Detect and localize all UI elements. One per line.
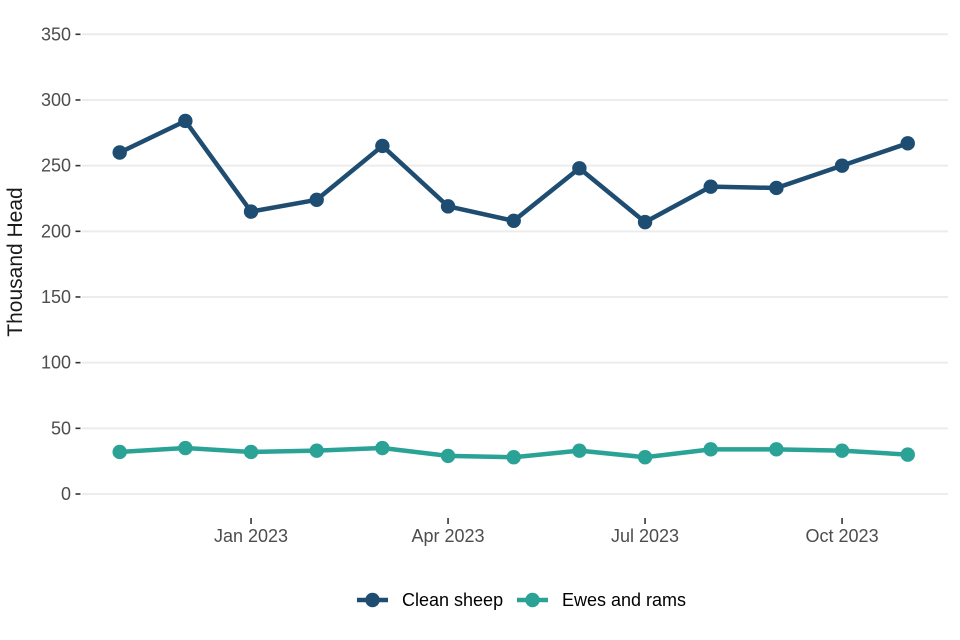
ewes-and-rams-point [112,444,127,460]
x-tick-label: Oct 2023 [806,526,879,546]
ewes-and-rams-point [506,450,521,465]
ewes-and-rams-point [703,442,718,457]
ewes-and-rams-point [637,450,653,465]
clean-sheep-point [703,179,718,194]
legend-item-ewes-and-rams: Ewes and rams [517,590,686,610]
clean-sheep-point [572,161,587,176]
clean-sheep-legend-marker-dot [365,592,380,608]
clean-sheep-point [900,136,915,151]
clean-sheep-point [834,158,850,173]
clean-sheep-point [637,214,653,230]
clean-sheep-point [309,192,324,207]
y-tick-label: 200 [41,221,71,241]
ewes-and-rams-legend-label: Ewes and rams [562,590,686,610]
series-ewes-and-rams [112,440,915,465]
ewes-and-rams-point [769,442,784,457]
ewes-and-rams-point [572,443,587,458]
y-tick-label: 350 [41,24,71,44]
clean-sheep-line [117,118,910,225]
clean-sheep-point [769,180,784,196]
series-clean-sheep [112,113,915,230]
ewes-and-rams-point [243,444,259,460]
y-tick-label: 100 [41,353,71,373]
y-tick-label: 250 [41,156,71,176]
x-tick-label: Apr 2023 [412,526,485,546]
y-tick-label: 0 [61,484,71,504]
ewes-and-rams-point [834,443,850,458]
y-axis-title: Thousand Head [4,187,27,336]
series-layer [112,113,915,465]
clean-sheep-point [243,204,259,219]
ewes-and-rams-point [440,448,456,464]
clean-sheep-point [178,113,193,129]
y-tick-label: 50 [51,418,71,438]
ewes-and-rams-point [375,440,390,456]
ewes-and-rams-point [900,447,915,462]
x-axis: Jan 2023 Apr 2023 Jul 2023 Oct 2023 [214,518,879,546]
clean-sheep-point [112,145,127,160]
y-tick-label: 300 [41,90,71,110]
y-tick-label: 150 [41,287,71,307]
legend: Clean sheep Ewes and rams [357,590,686,610]
clean-sheep-legend-label: Clean sheep [402,590,503,610]
gridlines [82,33,948,495]
ewes-and-rams-legend-marker-dot [525,592,540,608]
clean-sheep-point [506,213,521,229]
clean-sheep-point [375,138,390,154]
y-axis: 0 50 100 150 200 250 300 350 [41,24,81,504]
x-tick-label: Jul 2023 [611,526,679,546]
ewes-and-rams-point [178,440,193,456]
x-tick-label: Jan 2023 [214,526,288,546]
legend-item-clean-sheep: Clean sheep [357,590,503,610]
ewes-and-rams-point [309,443,324,458]
clean-sheep-point [440,199,456,214]
